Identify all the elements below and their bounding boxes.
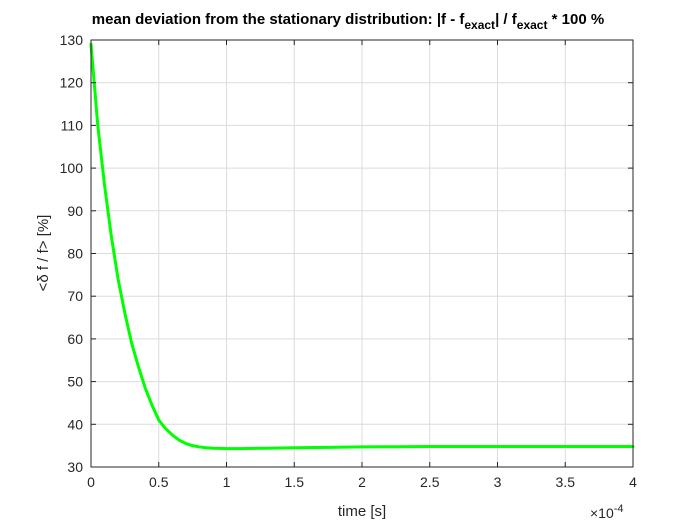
x-tick-label: 3.5	[556, 474, 576, 490]
x-tick-label: 1	[223, 474, 231, 490]
y-tick-label: 90	[67, 203, 83, 219]
x-tick-labels: 0 0.5 1 1.5 2 2.5 3 3.5 4	[87, 474, 637, 490]
x-axis-label: time [s]	[338, 503, 386, 520]
y-tick-label: 70	[67, 288, 83, 304]
y-tick-label: 110	[61, 117, 84, 133]
x-exponent: ×10-4	[590, 503, 624, 521]
y-tick-label: 60	[67, 331, 83, 347]
x-tick-label: 0	[87, 474, 95, 490]
x-tick-label: 3	[494, 474, 502, 490]
y-tick-label: 130	[60, 32, 84, 48]
y-tick-label: 120	[60, 75, 84, 91]
y-tick-label: 30	[67, 459, 83, 475]
x-tick-label: 2.5	[420, 474, 440, 490]
x-tick-label: 1.5	[285, 474, 305, 490]
plot-area	[89, 42, 635, 451]
y-tick-label: 80	[67, 246, 83, 262]
ticks	[90, 39, 634, 468]
chart-title: mean deviation from the stationary distr…	[92, 11, 604, 32]
x-tick-label: 4	[629, 474, 637, 490]
series-line	[89, 42, 635, 451]
y-tick-label: 40	[67, 416, 83, 432]
y-axis-label: <δ f / f> [%]	[35, 215, 52, 292]
y-tick-label: 100	[60, 160, 84, 176]
y-tick-label: 50	[67, 374, 83, 390]
x-tick-label: 2	[358, 474, 366, 490]
y-tick-labels: 30 40 50 60 70 80 90 100 110 120 130	[60, 32, 84, 475]
x-tick-label: 0.5	[149, 474, 169, 490]
